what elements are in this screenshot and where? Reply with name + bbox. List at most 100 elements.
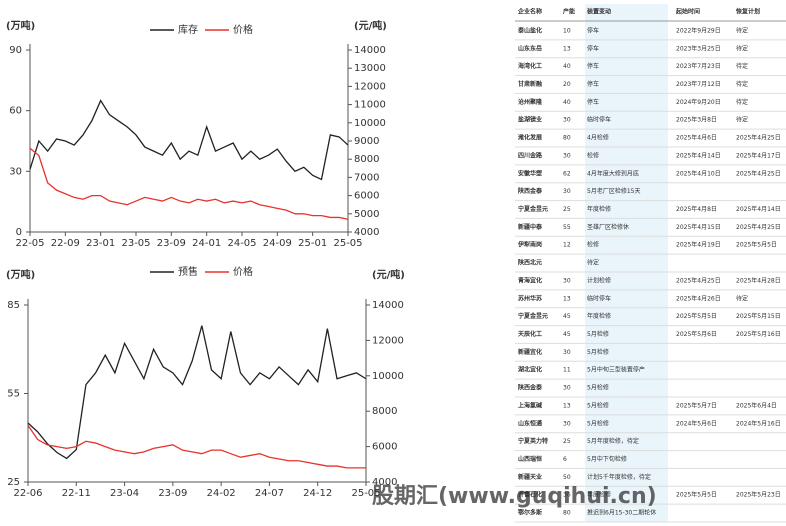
y-tick-label: 25 (7, 477, 20, 488)
table-cell: 13 (563, 295, 571, 302)
x-tick-label: 22-09 (51, 238, 80, 249)
table-cell: 海湾化工 (518, 62, 542, 70)
table-cell: 年度检修 (587, 491, 611, 499)
table-cell: 检修 (587, 241, 599, 249)
table-header: 装置变动 (586, 8, 611, 16)
table-cell: 新疆宜化 (518, 348, 542, 356)
table-cell: 沧州聚隆 (518, 98, 543, 106)
table-cell: 检修 (587, 151, 599, 159)
y-axis-unit: (万吨) (6, 19, 35, 32)
table-cell: 盐湖镁业 (518, 116, 542, 124)
table-cell: 5月老厂区检修15天 (587, 187, 640, 195)
table-cell: 青海宜化 (518, 276, 542, 284)
table-cell: 2025年4月26日 (676, 294, 721, 302)
table-cell: 62 (563, 170, 571, 177)
table-cell: 计划检修 (587, 276, 611, 284)
y2-tick-label: 4000 (354, 227, 379, 238)
table-cell: 36 (563, 492, 571, 499)
x-tick-label: 25-05 (351, 488, 380, 499)
table-cell: 2025年4月8日 (676, 205, 717, 213)
table-cell: 10 (563, 27, 571, 34)
table-cell: 2025年5月15日 (736, 312, 781, 320)
table-cell: 伊犁南岗 (517, 241, 542, 249)
table-cell: 5月中旬三型装置停产 (587, 366, 645, 374)
y2-tick-label: 14000 (354, 45, 386, 56)
table-cell: 2025年4月6日 (676, 134, 717, 142)
x-tick-label: 23-05 (121, 238, 150, 249)
table-cell: 2025年4月25日 (736, 169, 781, 177)
table-cell: 2025年4月28日 (736, 276, 781, 284)
series-line (27, 325, 367, 460)
y2-tick-label: 8000 (354, 154, 379, 165)
table-cell: 55 (563, 224, 571, 231)
table-cell: 天辰化工 (518, 330, 542, 338)
table-cell: 四川金路 (518, 151, 543, 159)
table-cell: 待定 (736, 62, 748, 70)
table-header: 企业名称 (517, 8, 542, 16)
x-tick-label: 24-09 (263, 238, 292, 249)
table-cell: 30 (563, 420, 571, 427)
y-tick-label: 60 (9, 106, 22, 117)
table-cell: 2025年4月17日 (736, 151, 781, 159)
table-cell: 25 (563, 438, 571, 445)
y2-axis-unit: (元/吨) (372, 268, 405, 281)
x-tick-label: 24-02 (207, 488, 236, 499)
x-tick-label: 25-01 (298, 238, 327, 249)
y2-tick-label: 9000 (354, 136, 379, 147)
legend-label: 价格 (233, 23, 253, 36)
y2-tick-label: 6000 (354, 191, 379, 202)
table-cell: 山东东岳 (518, 44, 542, 52)
table-cell: 圣雄厂区检修休 (587, 223, 629, 231)
y2-tick-label: 10000 (372, 371, 404, 382)
table-cell: 40 (563, 99, 571, 106)
table-cell: 泰山盐化 (517, 26, 542, 34)
table-cell: 2025年5月6日 (676, 330, 717, 338)
table-cell: 30 (563, 188, 571, 195)
table-cell: 13 (563, 45, 571, 52)
table-cell: 25 (563, 206, 571, 213)
table-cell: 30 (563, 349, 571, 356)
table-cell: 80 (563, 510, 571, 517)
table-cell: 30 (563, 152, 571, 159)
table-cell: 临时停车 (587, 116, 611, 124)
table-cell: 2023年3月25日 (676, 44, 721, 52)
table-cell: 2025年4月25日 (676, 276, 721, 284)
y2-tick-label: 4000 (372, 477, 397, 488)
table-cell: 齐鲁石化 (518, 491, 542, 499)
table-cell: 停车 (587, 26, 599, 34)
table-cell: 待定 (736, 44, 748, 52)
table-cell: 4月检修 (587, 134, 609, 142)
table-cell: 宁夏金昱元 (518, 205, 548, 213)
table-cell: 12 (563, 242, 571, 249)
x-tick-label: 24-01 (192, 238, 221, 249)
table-cell: 2024年9月20日 (676, 98, 721, 106)
table-cell: 2025年5月16日 (736, 330, 781, 338)
table-cell: 停车 (587, 80, 599, 88)
y2-tick-label: 5000 (354, 209, 379, 220)
y2-tick-label: 8000 (372, 406, 397, 417)
table-cell: 年度检修 (587, 205, 611, 213)
table-cell: 13 (563, 402, 571, 409)
table-header: 恢复计划 (736, 8, 760, 16)
table-cell: 2025年3月8日 (676, 116, 717, 124)
table-cell: 2023年7月12日 (676, 80, 721, 88)
table-cell: 推迟到6月15-30二期轮休 (587, 509, 656, 517)
table-cell: 2022年9月29日 (676, 26, 721, 34)
table-cell: 停车 (587, 62, 599, 70)
table-cell: 5月检修 (587, 330, 609, 338)
table-cell: 停车 (587, 44, 599, 52)
table-cell: 2025年5月7日 (676, 401, 717, 409)
table-cell: 苏州华苏 (518, 294, 542, 302)
watermark: 股期汇(www.guqihui.cn) (372, 484, 657, 509)
table-cell: 待定 (587, 259, 599, 267)
table-cell: 80 (563, 135, 571, 142)
y2-tick-label: 13000 (354, 63, 386, 74)
x-tick-label: 23-04 (110, 488, 139, 499)
table-cell: 甘肃新融 (518, 80, 542, 88)
y-tick-label: 0 (16, 227, 22, 238)
table-cell: 待定 (736, 26, 748, 34)
table-cell: 5月中下旬检修 (587, 455, 627, 463)
table-cell: 鄂尔多斯 (518, 509, 542, 517)
table-cell: 30 (563, 117, 571, 124)
